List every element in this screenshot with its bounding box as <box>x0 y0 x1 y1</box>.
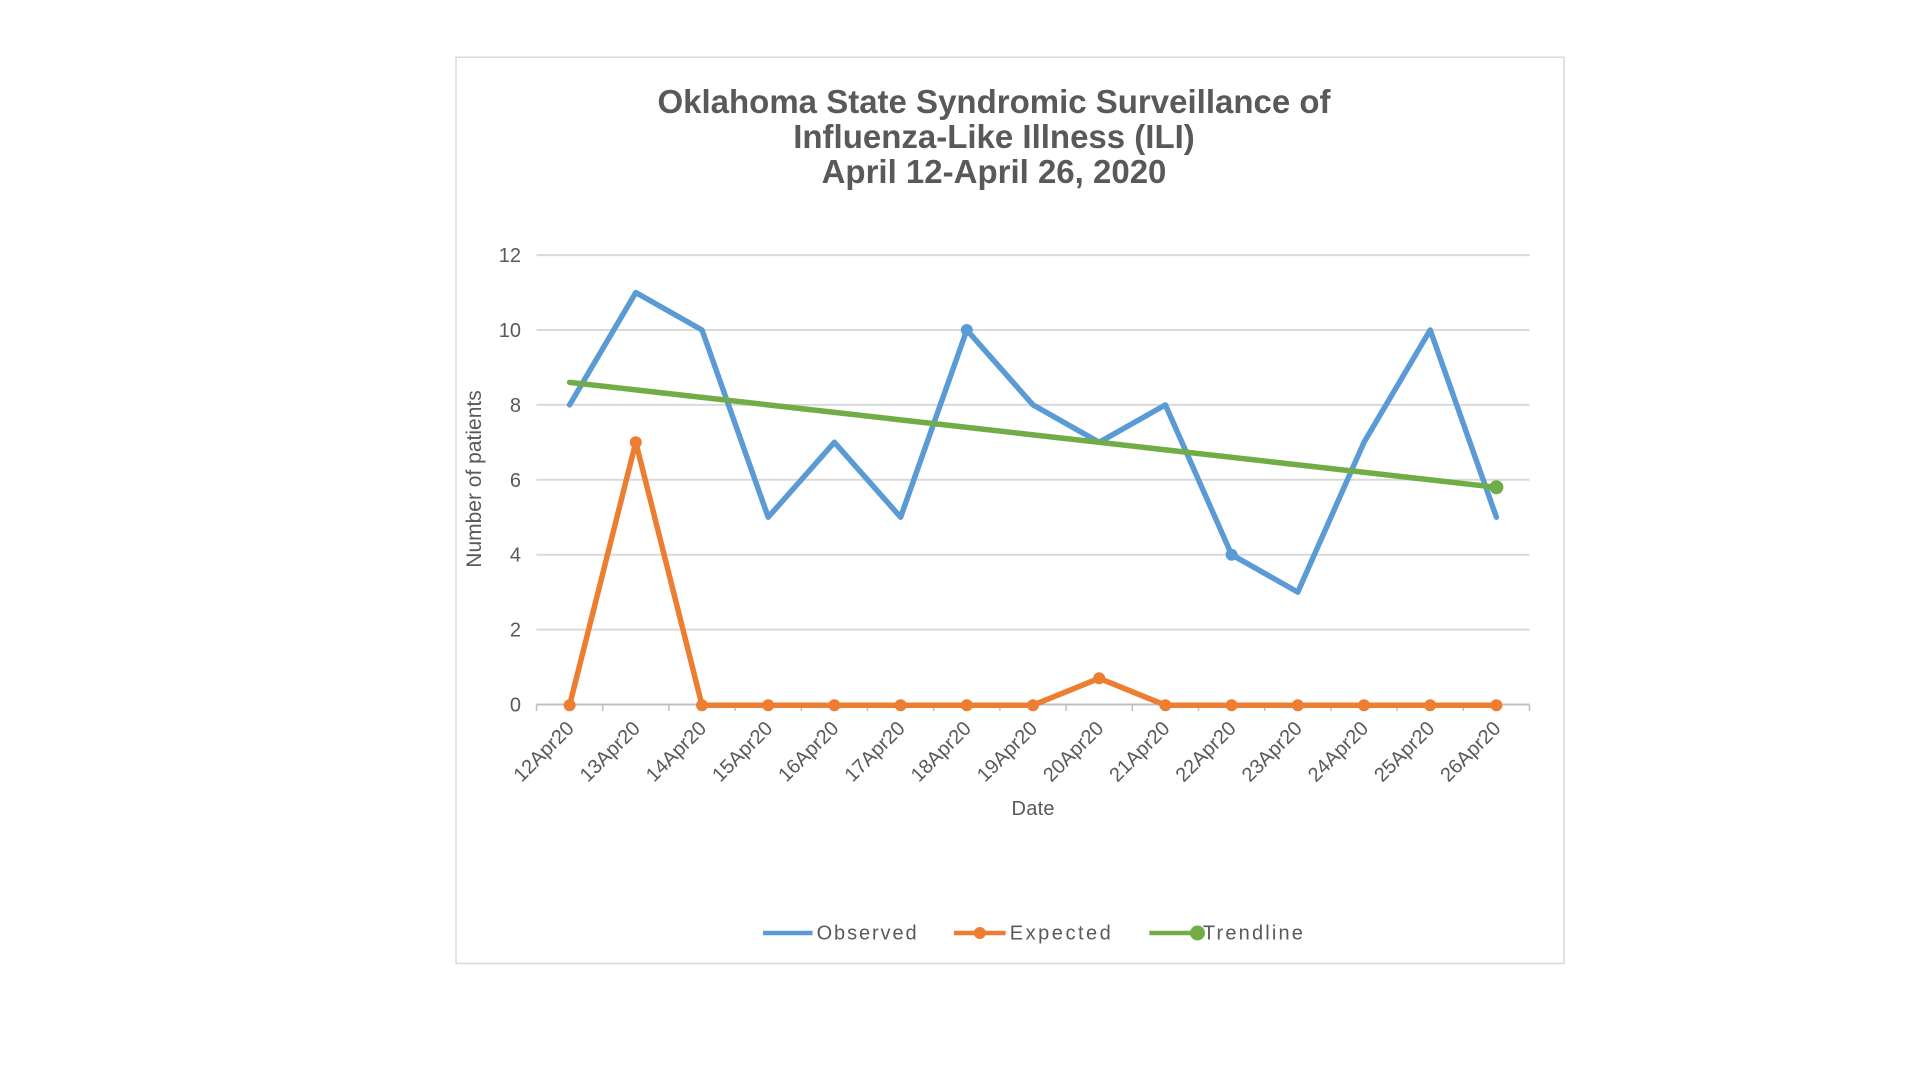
svg-text:10: 10 <box>499 320 521 342</box>
svg-text:Influenza-Like Illness (ILI): Influenza-Like Illness (ILI) <box>793 118 1195 155</box>
svg-text:Number of patients: Number of patients <box>463 390 486 567</box>
svg-text:4: 4 <box>510 545 521 567</box>
svg-text:6: 6 <box>510 470 521 492</box>
svg-text:Expected: Expected <box>1010 923 1111 945</box>
svg-text:12: 12 <box>499 245 521 267</box>
svg-text:Trendline: Trendline <box>1203 923 1303 945</box>
svg-text:8: 8 <box>510 395 521 417</box>
svg-text:2: 2 <box>510 620 521 642</box>
svg-text:April 12-April 26, 2020: April 12-April 26, 2020 <box>822 153 1167 190</box>
svg-text:Observed: Observed <box>817 923 917 945</box>
svg-text:0: 0 <box>510 695 521 717</box>
svg-text:Date: Date <box>1012 798 1055 820</box>
svg-text:Oklahoma State Syndromic Surve: Oklahoma State Syndromic Surveillance of <box>657 83 1331 120</box>
